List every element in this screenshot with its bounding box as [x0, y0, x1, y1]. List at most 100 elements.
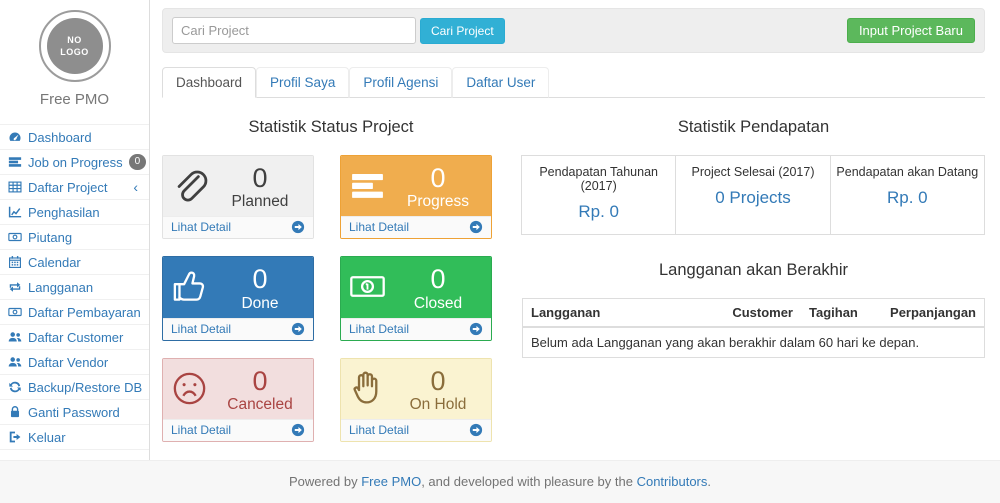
footer-link-contributors[interactable]: Contributors — [636, 474, 708, 490]
subscription-table: Langganan Customer Tagihan Perpanjangan … — [522, 298, 985, 358]
status-card-body: 0 Progress — [341, 156, 491, 217]
stat-pendapatan-tahunan-2017: Pendapatan Tahunan (2017) Rp. 0 — [521, 155, 677, 235]
status-label: On Hold — [409, 396, 467, 414]
lihat-detail-link[interactable]: Lihat Detail — [163, 317, 313, 340]
search-button[interactable]: Cari Project — [420, 17, 505, 44]
income-section-title: Statistik Pendapatan — [677, 118, 830, 136]
lihat-detail-text: Lihat Detail — [349, 220, 410, 235]
sidebar-item-label: Daftar Project — [28, 179, 108, 195]
users-icon — [8, 355, 22, 369]
lihat-detail-text: Lihat Detail — [349, 321, 410, 336]
arrow-circle-right-icon[interactable] — [469, 220, 483, 234]
tab-label: Profil Saya — [270, 75, 336, 90]
tab-label: Profil Agensi — [363, 75, 439, 90]
footer-text-middle: , and developed with pleasure by the — [421, 474, 637, 490]
tasks-big-icon — [349, 164, 393, 211]
dashboard-panel: Statistik Status Project 0 Planned — [162, 112, 985, 443]
sidebar-item-daftar-project[interactable]: Daftar Project ‹ — [0, 175, 149, 200]
sidebar-item-job-on-progress[interactable]: Job on Progress 0 — [0, 150, 149, 175]
lihat-detail-text: Lihat Detail — [171, 220, 232, 235]
lihat-detail-link[interactable]: Lihat Detail — [341, 216, 491, 239]
status-card-body: 0 Planned — [163, 156, 313, 217]
sidebar-item-daftar-pembayaran[interactable]: Daftar Pembayaran — [0, 300, 149, 325]
thumbs-up-icon — [171, 265, 215, 312]
sidebar-item-label: Job on Progress — [28, 154, 123, 170]
logo-text-line1: NO — [67, 34, 82, 45]
sidebar-item-label: Daftar Customer — [28, 329, 124, 345]
stat-value-link[interactable]: 0 Projects — [715, 188, 791, 207]
stat-pendapatan-akan-datang: Pendapatan akan Datang Rp. 0 — [829, 155, 985, 235]
sidebar-item-label: Piutang — [28, 229, 73, 245]
status-card-meta: 0 Done — [215, 265, 305, 312]
users-icon — [8, 330, 22, 344]
stat-value-link[interactable]: Rp. 0 — [887, 188, 928, 207]
paperclip-icon — [171, 164, 215, 211]
money-icon — [8, 305, 22, 319]
tab-label: Daftar User — [466, 75, 536, 90]
arrow-circle-right-icon[interactable] — [469, 322, 483, 336]
status-card-planned: 0 Planned Lihat Detail — [162, 155, 314, 240]
status-card-meta: 0 On Hold — [393, 365, 483, 414]
sidebar-item-daftar-customer[interactable]: Daftar Customer — [0, 325, 149, 350]
sidebar-item-calendar[interactable]: Calendar — [0, 250, 149, 275]
stat-value-link[interactable]: Rp. 0 — [578, 202, 619, 221]
arrow-circle-right-icon[interactable] — [469, 423, 483, 437]
sidebar-item-keluar[interactable]: Keluar — [0, 425, 149, 450]
lihat-detail-text: Lihat Detail — [171, 321, 232, 336]
tab-dashboard[interactable]: Dashboard — [162, 67, 257, 98]
lihat-detail-link[interactable]: Lihat Detail — [163, 419, 313, 442]
frown-icon — [171, 367, 215, 414]
arrow-circle-right-icon[interactable] — [291, 423, 305, 437]
main-content: Cari Project Input Project Baru Dashboar… — [150, 0, 1000, 461]
sidebar-item-langganan[interactable]: Langganan — [0, 275, 149, 300]
status-count: 0 — [252, 264, 268, 295]
footer-link-freepmo[interactable]: Free PMO — [361, 474, 422, 490]
tab-profil-saya[interactable]: Profil Saya — [256, 67, 350, 98]
sidebar-item-label: Daftar Pembayaran — [28, 304, 141, 320]
arrow-circle-right-icon[interactable] — [291, 322, 305, 336]
status-card-progress: 0 Progress Lihat Detail — [340, 155, 492, 240]
status-label: Done — [241, 294, 279, 312]
status-card-closed: 0 Closed Lihat Detail — [340, 256, 492, 341]
table-row: Belum ada Langganan yang akan berakhir d… — [523, 327, 985, 358]
sign-out-icon — [8, 430, 22, 444]
lihat-detail-link[interactable]: Lihat Detail — [341, 419, 491, 442]
stat-label: Pendapatan akan Datang — [836, 165, 979, 179]
status-section: Statistik Status Project 0 Planned — [162, 112, 500, 443]
status-count: 0 — [430, 365, 446, 396]
arrow-circle-right-icon[interactable] — [291, 220, 305, 234]
no-logo-badge: NO LOGO — [46, 18, 103, 74]
status-card-meta: 0 Planned — [215, 164, 305, 211]
status-count: 0 — [252, 365, 268, 396]
tab-label: Dashboard — [176, 75, 243, 90]
money-bill-icon — [349, 265, 393, 312]
sidebar-item-label: Keluar — [28, 429, 66, 445]
status-card-body: 0 Canceled — [163, 358, 313, 420]
lihat-detail-link[interactable]: Lihat Detail — [341, 317, 491, 340]
status-count: 0 — [252, 163, 268, 193]
table-icon — [8, 180, 22, 194]
status-card-on-hold: 0 On Hold Lihat Detail — [340, 357, 492, 443]
sidebar-item-label: Penghasilan — [28, 204, 100, 220]
money-icon — [8, 230, 22, 244]
tab-daftar-user[interactable]: Daftar User — [452, 67, 550, 98]
tab-profil-agensi[interactable]: Profil Agensi — [349, 67, 453, 98]
sidebar-item-penghasilan[interactable]: Penghasilan — [0, 200, 149, 225]
subscription-section-title: Langganan akan Berakhir — [659, 261, 848, 279]
sidebar-item-label: Dashboard — [28, 129, 92, 145]
search-input[interactable] — [172, 17, 416, 44]
sidebar-item-ganti-password[interactable]: Ganti Password — [0, 400, 149, 425]
new-project-button[interactable]: Input Project Baru — [846, 18, 975, 43]
status-label: Closed — [413, 294, 463, 312]
search-bar: Cari Project Input Project Baru — [162, 8, 985, 53]
sidebar: NO LOGO Free PMO Dashboard Job on Progre… — [0, 0, 150, 461]
brand-name: Free PMO — [39, 91, 110, 108]
sidebar-menu: Dashboard Job on Progress 0 Daftar Proje… — [0, 124, 149, 450]
calendar-icon — [8, 255, 22, 269]
lihat-detail-link[interactable]: Lihat Detail — [163, 216, 313, 239]
sidebar-item-daftar-vendor[interactable]: Daftar Vendor — [0, 350, 149, 375]
sidebar-item-piutang[interactable]: Piutang — [0, 225, 149, 250]
sidebar-item-backup-restore-db[interactable]: Backup/Restore DB — [0, 375, 149, 400]
status-card-meta: 0 Canceled — [215, 365, 305, 414]
sidebar-item-dashboard[interactable]: Dashboard — [0, 125, 149, 150]
